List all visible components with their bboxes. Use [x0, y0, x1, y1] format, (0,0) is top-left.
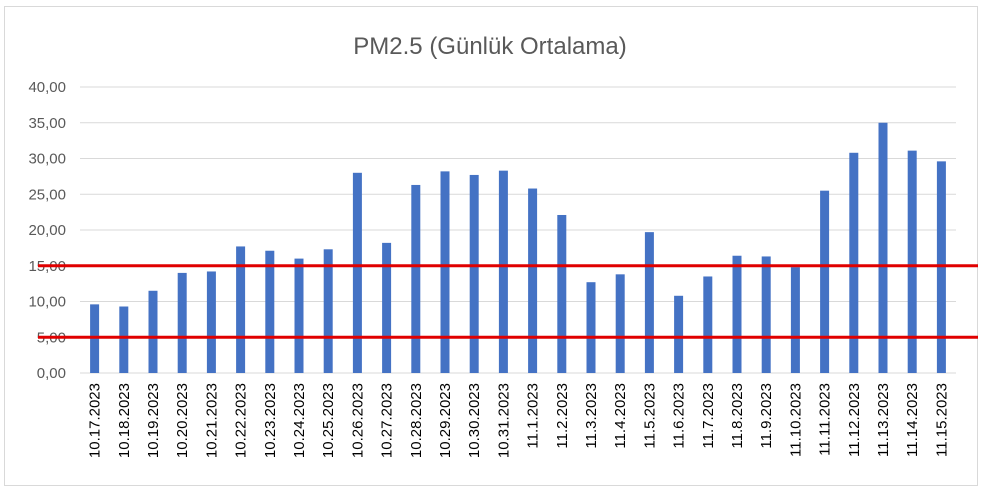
reference-lines: [38, 264, 978, 339]
x-tick-label: 11.14.2023: [904, 383, 921, 457]
bar: [528, 188, 538, 373]
bar: [469, 174, 479, 373]
x-tick-label: 10.20.2023: [174, 383, 191, 458]
bar: [119, 306, 129, 373]
x-tick-label: 10.22.2023: [233, 383, 250, 458]
x-tick-label: 10.18.2023: [116, 383, 133, 458]
x-tick-label: 10.26.2023: [349, 383, 366, 458]
bar: [703, 276, 713, 373]
x-tick-label: 11.7.2023: [700, 383, 717, 449]
x-tick-label: 11.12.2023: [846, 383, 863, 457]
chart-title: PM2.5 (Günlük Ortalama): [353, 33, 626, 60]
bar: [236, 246, 246, 373]
x-tick-label: 10.31.2023: [495, 383, 512, 458]
bar: [732, 255, 742, 373]
x-tick-label: 10.28.2023: [408, 383, 425, 458]
chart-frame: [4, 6, 978, 486]
x-tick-label: 10.30.2023: [466, 383, 483, 458]
bar: [323, 249, 333, 373]
x-tick-label: 11.9.2023: [758, 383, 775, 449]
bar: [674, 295, 684, 373]
bar: [148, 290, 158, 373]
bar: [557, 214, 567, 373]
x-tick-label: 11.5.2023: [641, 383, 658, 449]
x-tick-label: 10.27.2023: [379, 383, 396, 458]
x-tick-label: 11.15.2023: [933, 383, 950, 457]
bar: [878, 122, 888, 373]
y-tick-label: 25,00: [28, 186, 66, 203]
x-tick-label: 11.4.2023: [612, 383, 629, 449]
x-tick-label: 11.2.2023: [554, 383, 571, 449]
y-tick-label: 30,00: [28, 151, 66, 168]
bar: [644, 232, 654, 373]
bars: [90, 122, 946, 373]
y-tick-label: 20,00: [28, 222, 66, 239]
x-tick-label: 11.8.2023: [729, 383, 746, 449]
bar: [820, 190, 830, 373]
bar: [411, 184, 421, 373]
x-tick-label: 11.11.2023: [817, 383, 834, 456]
bar: [615, 274, 625, 373]
bar: [206, 271, 216, 373]
bar: [265, 250, 275, 373]
x-axis-category-labels: 10.17.2023 10.18.2023 10.19.2023 10.20.2023…: [87, 383, 951, 458]
y-axis-tick-labels: 0,005,0010,0015,0020,0025,0030,0035,0040…: [28, 79, 66, 382]
x-tick-label: 10.21.2023: [203, 383, 220, 458]
bar: [352, 172, 362, 373]
y-tick-label: 10,00: [28, 294, 66, 311]
bar: [761, 256, 771, 373]
y-tick-label: 40,00: [28, 79, 66, 96]
bar: [498, 170, 508, 373]
y-tick-label: 0,00: [37, 365, 66, 382]
x-tick-label: 10.19.2023: [145, 383, 162, 458]
bar: [440, 171, 450, 373]
bar: [177, 272, 187, 373]
bar: [382, 242, 392, 373]
x-tick-label: 11.13.2023: [875, 383, 892, 457]
x-tick-label: 10.17.2023: [87, 383, 104, 458]
bar: [790, 267, 800, 373]
bar: [294, 258, 304, 373]
x-tick-label: 10.29.2023: [437, 383, 454, 458]
x-tick-label: 11.1.2023: [525, 383, 542, 449]
bar: [849, 152, 859, 373]
bar: [586, 282, 596, 373]
bar: [907, 150, 917, 373]
x-tick-label: 10.24.2023: [291, 383, 308, 458]
x-tick-label: 11.6.2023: [671, 383, 688, 449]
x-tick-label: 11.3.2023: [583, 383, 600, 449]
x-tick-label: 10.25.2023: [320, 383, 337, 458]
x-tick-label: 11.10.2023: [787, 383, 804, 457]
y-tick-label: 35,00: [28, 115, 66, 132]
x-tick-label: 10.23.2023: [262, 383, 279, 458]
